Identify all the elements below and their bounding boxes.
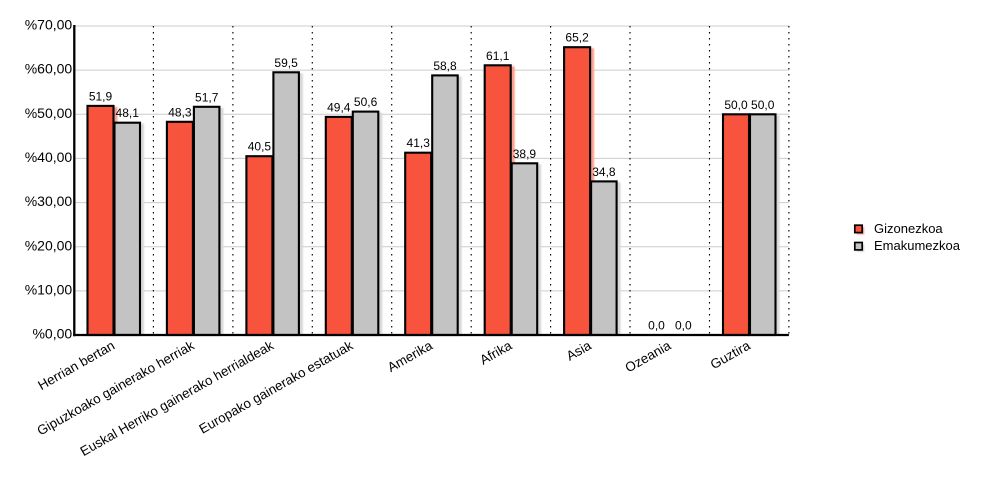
svg-text:0,0: 0,0 [648, 319, 665, 333]
svg-text:65,2: 65,2 [565, 31, 589, 45]
svg-text:%70,00: %70,00 [25, 17, 73, 33]
svg-text:%20,00: %20,00 [25, 237, 73, 253]
svg-text:38,9: 38,9 [513, 147, 537, 161]
svg-text:51,7: 51,7 [195, 90, 219, 104]
svg-text:%0,00: %0,00 [32, 326, 72, 342]
svg-text:%50,00: %50,00 [25, 105, 73, 121]
svg-text:0,0: 0,0 [675, 319, 692, 333]
svg-text:Gizonezkoa: Gizonezkoa [874, 221, 943, 236]
svg-text:40,5: 40,5 [248, 140, 272, 154]
svg-text:%30,00: %30,00 [25, 193, 73, 209]
svg-text:50,6: 50,6 [354, 95, 378, 109]
svg-text:58,8: 58,8 [433, 59, 457, 73]
svg-text:59,5: 59,5 [274, 56, 298, 70]
svg-text:49,4: 49,4 [327, 100, 351, 114]
svg-text:50,0: 50,0 [724, 98, 748, 112]
svg-text:41,3: 41,3 [407, 136, 431, 150]
svg-text:34,8: 34,8 [592, 165, 616, 179]
svg-text:%60,00: %60,00 [25, 61, 73, 77]
svg-text:%10,00: %10,00 [25, 282, 73, 298]
svg-text:48,3: 48,3 [168, 105, 192, 119]
svg-text:48,1: 48,1 [116, 106, 140, 120]
svg-text:51,9: 51,9 [89, 89, 113, 103]
svg-text:Emakumezkoa: Emakumezkoa [874, 238, 961, 253]
svg-text:50,0: 50,0 [751, 98, 775, 112]
svg-text:61,1: 61,1 [486, 49, 510, 63]
svg-text:%40,00: %40,00 [25, 149, 73, 165]
